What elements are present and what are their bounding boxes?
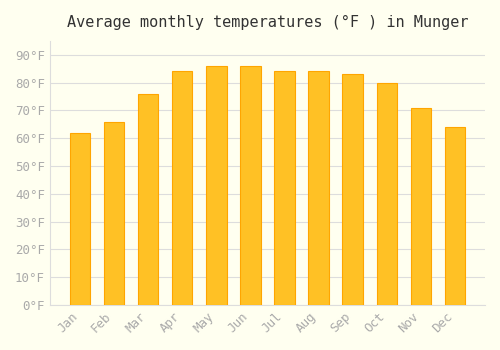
Bar — [206, 66, 227, 305]
Bar — [410, 108, 431, 305]
Bar — [308, 71, 329, 305]
Bar — [70, 133, 90, 305]
Bar — [274, 71, 294, 305]
Bar — [172, 71, 193, 305]
Bar — [138, 94, 158, 305]
Bar — [104, 121, 124, 305]
Bar — [445, 127, 465, 305]
Bar — [342, 74, 363, 305]
Bar — [240, 66, 260, 305]
Title: Average monthly temperatures (°F ) in Munger: Average monthly temperatures (°F ) in Mu… — [66, 15, 468, 30]
Bar — [376, 83, 397, 305]
